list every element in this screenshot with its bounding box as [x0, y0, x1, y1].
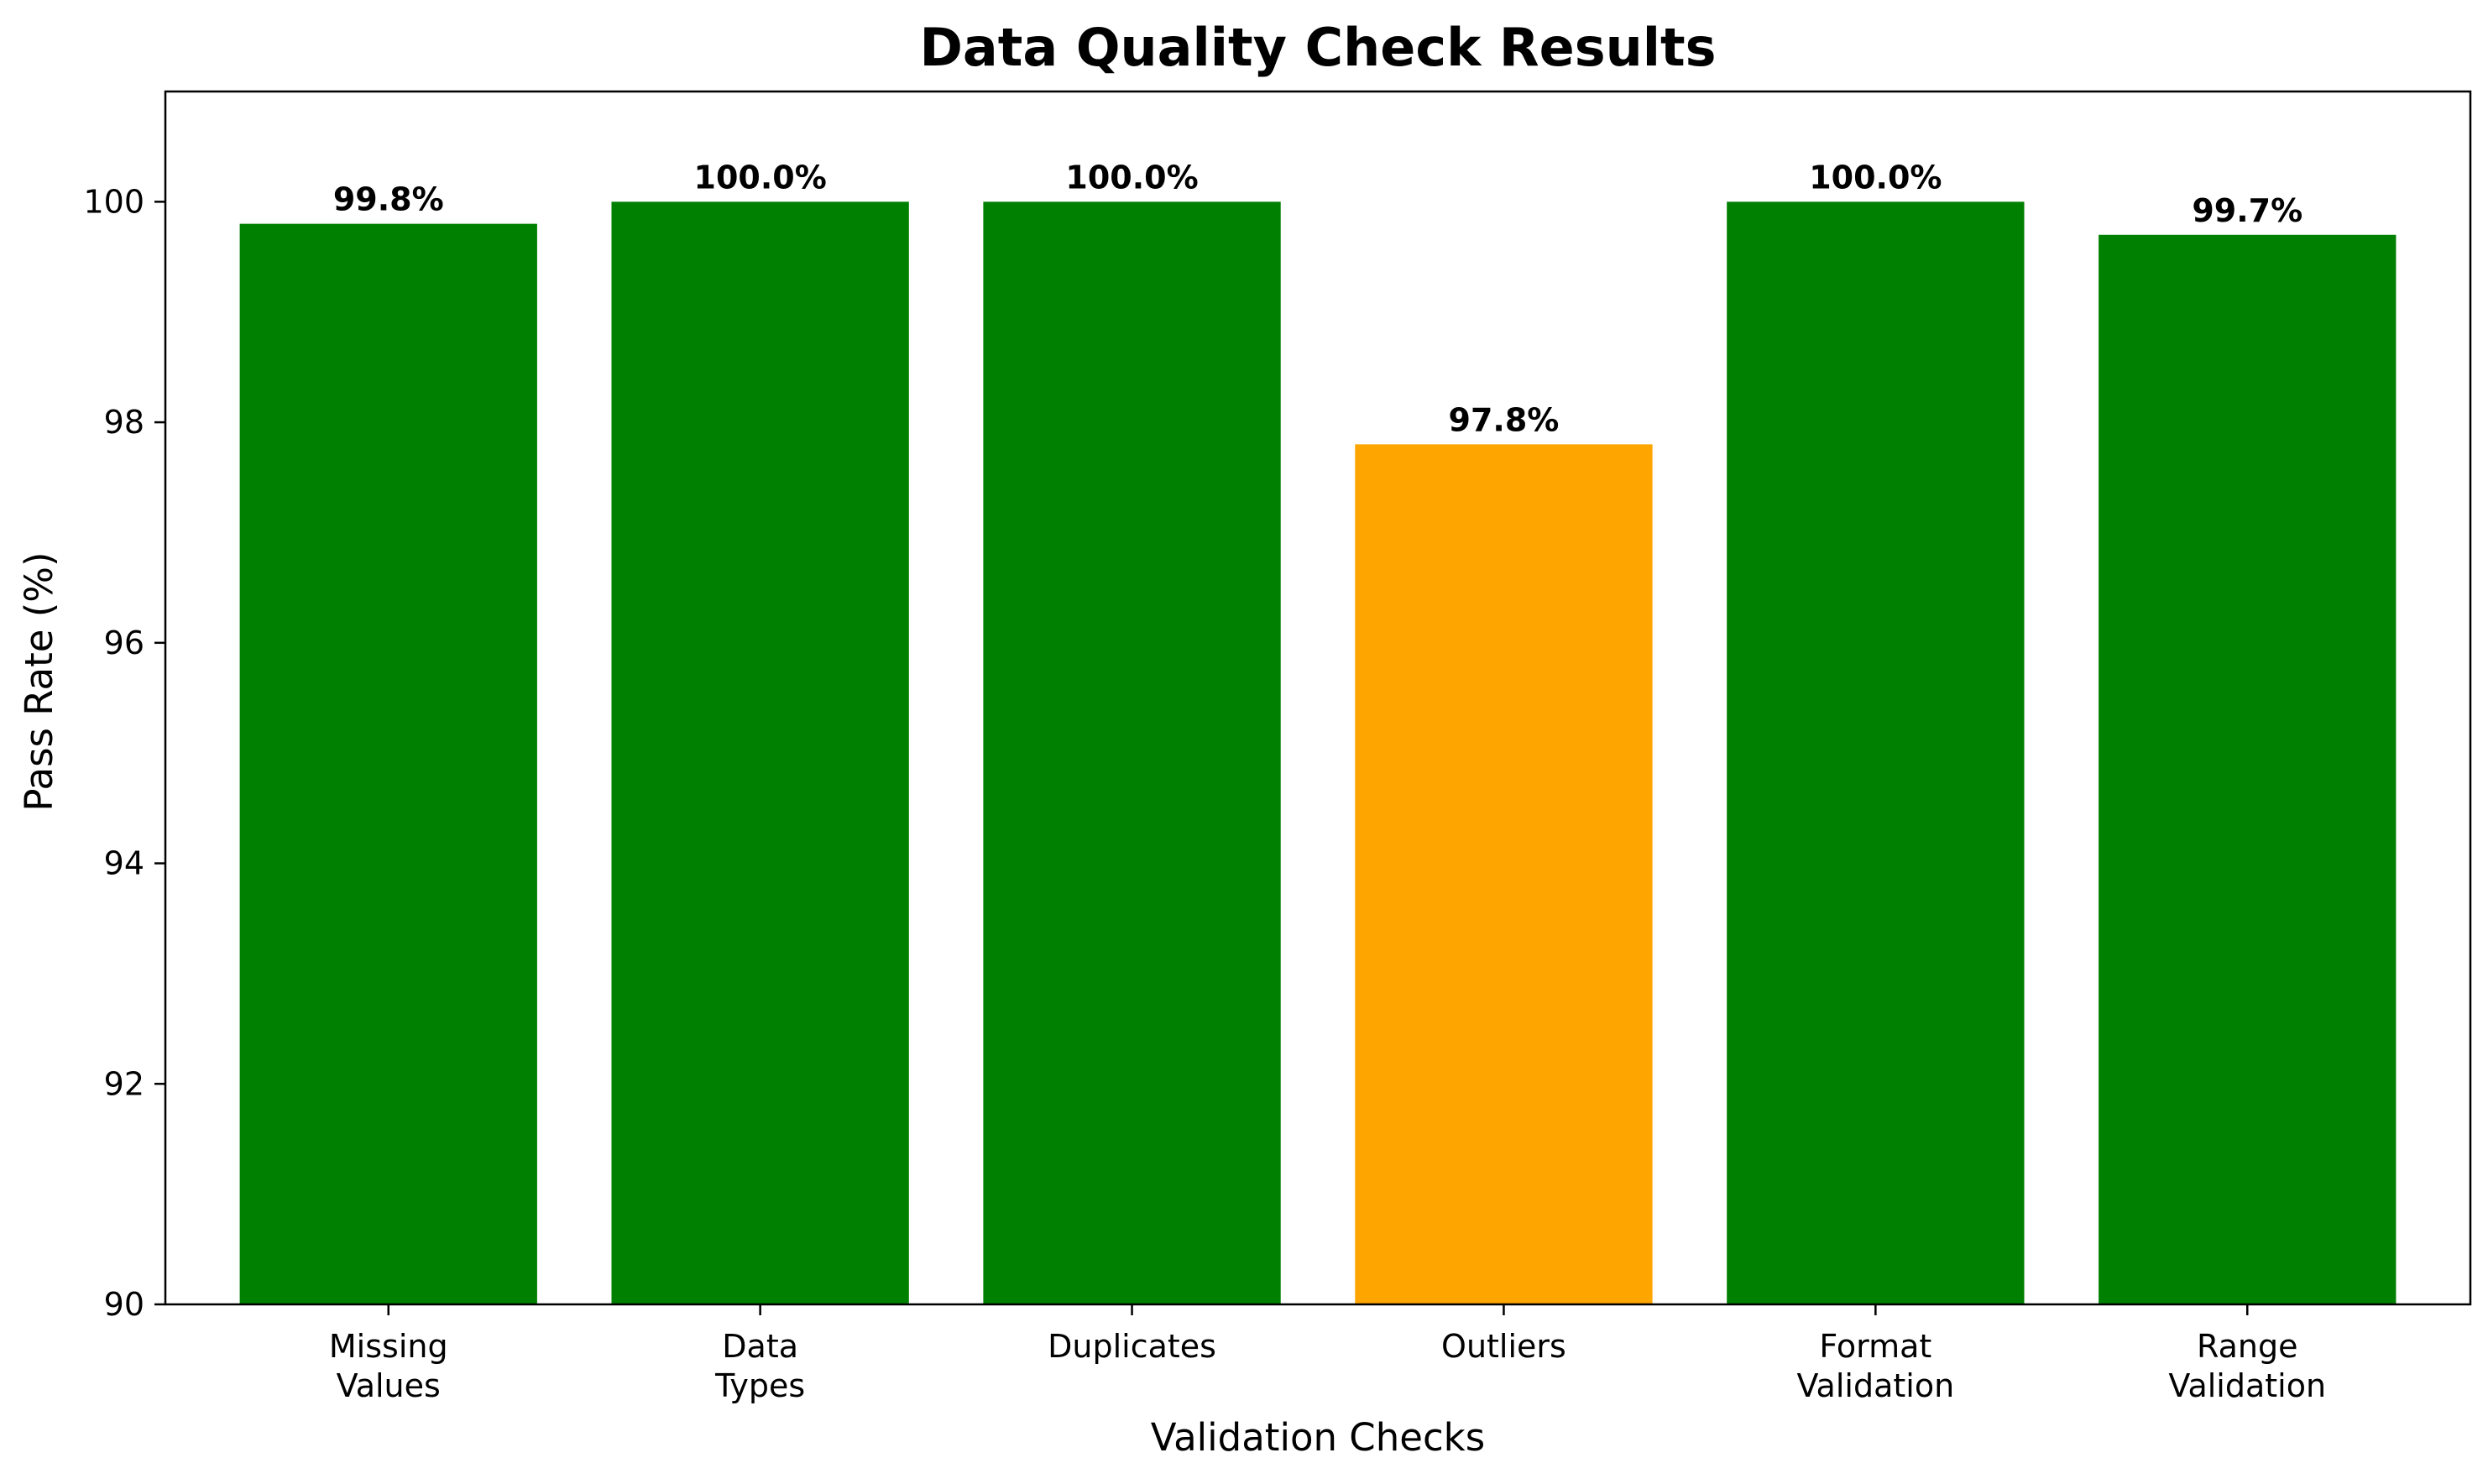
bar [611, 201, 909, 1304]
bar [239, 223, 537, 1304]
x-tick-label: Format [1819, 1328, 1931, 1365]
bars-layer [239, 201, 2397, 1305]
value-labels-layer: 99.8% 100.0% 100.0% 97.8% 100.0% 99.7% [333, 159, 2302, 438]
y-tick-label: 94 [104, 845, 144, 882]
bar [983, 201, 1281, 1304]
bar-value-label: 99.8% [333, 181, 444, 218]
x-tick-label: Types [714, 1367, 805, 1404]
y-tick-label: 98 [104, 404, 144, 441]
bar-value-label: 100.0% [694, 159, 827, 196]
bar-value-label: 100.0% [1065, 159, 1198, 196]
bar-value-label: 99.7% [2192, 192, 2302, 229]
x-tick-label: Outliers [1441, 1328, 1566, 1365]
x-tick-label: Range [2197, 1328, 2297, 1365]
x-tick-label: Values [337, 1367, 441, 1404]
bar-value-label: 100.0% [1809, 159, 1942, 196]
x-tick-label: Duplicates [1048, 1328, 1216, 1365]
x-tick-label: Missing [329, 1328, 448, 1365]
plot-frame [164, 90, 2472, 1306]
y-axis-label: Pass Rate (%) [17, 551, 61, 811]
bar [1355, 444, 1653, 1304]
bar [1727, 201, 2025, 1304]
y-tick-label: 96 [104, 624, 144, 661]
x-axis-label: Validation Checks [1151, 1415, 1485, 1460]
y-tick-label: 90 [104, 1286, 144, 1323]
x-tick-label: Data [722, 1328, 798, 1365]
y-tick-label: 100 [83, 183, 144, 220]
x-tick-label: Validation [1797, 1367, 1955, 1404]
x-tick-label: Validation [2168, 1367, 2326, 1404]
bar-value-label: 97.8% [1449, 401, 1560, 438]
y-tick-label: 92 [104, 1065, 144, 1102]
chart-title: Data Quality Check Results [919, 17, 1716, 78]
bar [2099, 234, 2397, 1305]
y-axis: 90 92 94 96 98 100 [83, 183, 165, 1323]
